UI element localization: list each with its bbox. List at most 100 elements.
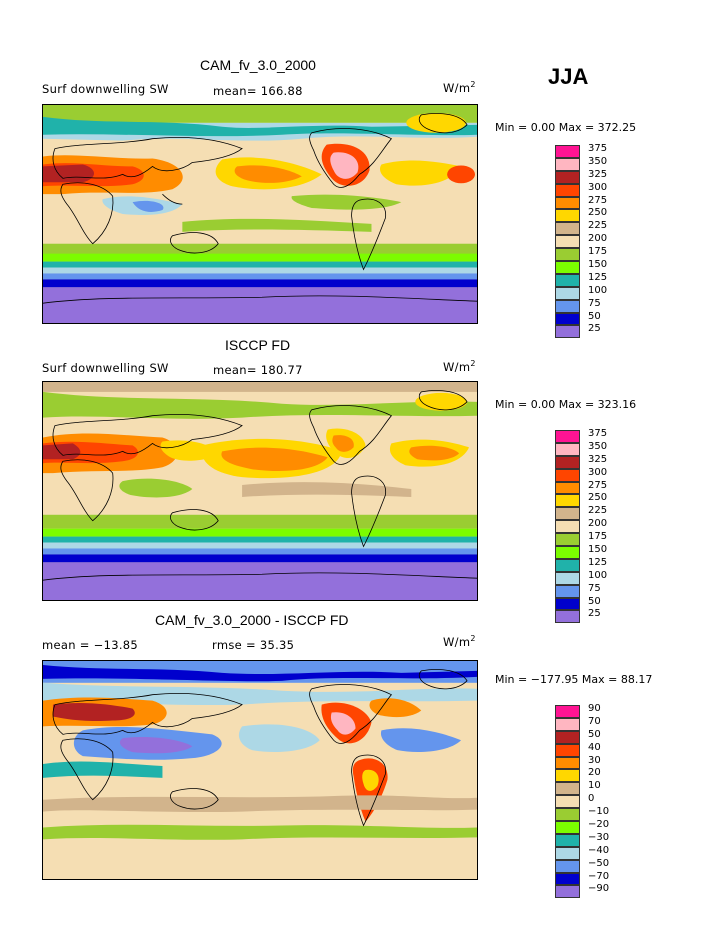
panel-1-colorbar-label: 200 bbox=[588, 233, 607, 244]
panel-1-colorbar-label: 350 bbox=[588, 156, 607, 167]
panel-3-colorbar-label: −70 bbox=[588, 871, 609, 882]
panel-3-colorbar-label: 70 bbox=[588, 716, 601, 727]
panel-3-colorbar-label: 20 bbox=[588, 767, 601, 778]
panel-2-title: ISCCP FD bbox=[225, 337, 290, 353]
panel-1-colorbar-label: 25 bbox=[588, 323, 601, 334]
panel-3-colorbar-swatch bbox=[555, 731, 580, 744]
panel-3-colorbar-label: 30 bbox=[588, 755, 601, 766]
panel-3-colorbar-swatch bbox=[555, 821, 580, 834]
panel-1-colorbar-label: 150 bbox=[588, 259, 607, 270]
panel-2-colorbar-swatch bbox=[555, 585, 580, 598]
panel-2-colorbar-label: 50 bbox=[588, 596, 601, 607]
panel-3-colorbar-swatch bbox=[555, 705, 580, 718]
panel-1-colorbar-swatch bbox=[555, 184, 580, 197]
panel-1-colorbar-swatch bbox=[555, 325, 580, 338]
panel-3-colorbar-swatch bbox=[555, 769, 580, 782]
panel-3-colorbar-label: 90 bbox=[588, 703, 601, 714]
panel-2-colorbar-swatch bbox=[555, 469, 580, 482]
panel-3-colorbar-swatch bbox=[555, 860, 580, 873]
panel-3-map bbox=[42, 660, 478, 880]
panel-1-colorbar-label: 175 bbox=[588, 246, 607, 257]
panel-2-colorbar-label: 325 bbox=[588, 454, 607, 465]
panel-3-minmax: Min = −177.95 Max = 88.17 bbox=[495, 673, 652, 686]
panel-1-colorbar-label: 275 bbox=[588, 195, 607, 206]
panel-2-variable-label: Surf downwelling SW bbox=[42, 361, 169, 375]
panel-3-colorbar-label: 40 bbox=[588, 742, 601, 753]
panel-2-units: W/m2 bbox=[443, 359, 476, 374]
panel-3-colorbar-label: −90 bbox=[588, 883, 609, 894]
panel-2-colorbar-swatch bbox=[555, 520, 580, 533]
panel-2-colorbar-label: 275 bbox=[588, 480, 607, 491]
panel-1-colorbar-swatch bbox=[555, 158, 580, 171]
panel-3-colorbar-swatch bbox=[555, 757, 580, 770]
panel-1-colorbar-label: 50 bbox=[588, 311, 601, 322]
panel-2-colorbar-label: 100 bbox=[588, 570, 607, 581]
panel-1-colorbar-label: 375 bbox=[588, 143, 607, 154]
panel-3-title: CAM_fv_3.0_2000 - ISCCP FD bbox=[155, 612, 349, 628]
panel-1-colorbar-label: 300 bbox=[588, 182, 607, 193]
panel-3-colorbar-label: 10 bbox=[588, 780, 601, 791]
panel-3-colorbar-swatch bbox=[555, 718, 580, 731]
panel-2-colorbar-label: 150 bbox=[588, 544, 607, 555]
panel-3-colorbar-swatch bbox=[555, 808, 580, 821]
panel-1-colorbar-swatch bbox=[555, 248, 580, 261]
panel-2-colorbar-swatch bbox=[555, 494, 580, 507]
panel-1-mean-label: mean= 166.88 bbox=[213, 84, 303, 98]
panel-2-colorbar-swatch bbox=[555, 572, 580, 585]
panel-3-colorbar-label: 50 bbox=[588, 729, 601, 740]
panel-2-colorbar-label: 75 bbox=[588, 583, 601, 594]
panel-1-colorbar-label: 250 bbox=[588, 207, 607, 218]
panel-1-minmax: Min = 0.00 Max = 372.25 bbox=[495, 121, 636, 134]
panel-1-colorbar-swatch bbox=[555, 235, 580, 248]
panel-2-colorbar-label: 300 bbox=[588, 467, 607, 478]
panel-3-colorbar-swatch bbox=[555, 744, 580, 757]
panel-2-colorbar-label: 375 bbox=[588, 428, 607, 439]
panel-1-colorbar-swatch bbox=[555, 261, 580, 274]
panel-3-colorbar-label: −50 bbox=[588, 858, 609, 869]
panel-3-mean-label: mean = −13.85 bbox=[42, 638, 138, 652]
panel-2-minmax: Min = 0.00 Max = 323.16 bbox=[495, 398, 636, 411]
panel-1-colorbar-swatch bbox=[555, 209, 580, 222]
panel-2-colorbar-label: 25 bbox=[588, 608, 601, 619]
panel-2-colorbar-swatch bbox=[555, 598, 580, 611]
panel-3-colorbar-swatch bbox=[555, 873, 580, 886]
panel-1-units: W/m2 bbox=[443, 80, 476, 95]
panel-3-colorbar-swatch bbox=[555, 834, 580, 847]
panel-2-colorbar-swatch bbox=[555, 559, 580, 572]
panel-3-colorbar-swatch bbox=[555, 782, 580, 795]
panel-2-map bbox=[42, 381, 478, 601]
panel-2-colorbar-swatch bbox=[555, 546, 580, 559]
panel-2-colorbar-label: 175 bbox=[588, 531, 607, 542]
panel-2-colorbar-label: 225 bbox=[588, 505, 607, 516]
panel-1-colorbar-label: 75 bbox=[588, 298, 601, 309]
panel-1-colorbar-swatch bbox=[555, 222, 580, 235]
panel-1-map bbox=[42, 104, 478, 324]
panel-2-mean-label: mean= 180.77 bbox=[213, 363, 303, 377]
panel-2-colorbar-label: 125 bbox=[588, 557, 607, 568]
panel-2-colorbar-label: 350 bbox=[588, 441, 607, 452]
panel-3-colorbar-label: −40 bbox=[588, 845, 609, 856]
panel-2-colorbar-label: 250 bbox=[588, 492, 607, 503]
panel-3-rmse-label: rmse = 35.35 bbox=[212, 638, 294, 652]
panel-3-colorbar-swatch bbox=[555, 795, 580, 808]
panel-2-colorbar-swatch bbox=[555, 482, 580, 495]
panel-2-colorbar-swatch bbox=[555, 443, 580, 456]
panel-1-colorbar-label: 225 bbox=[588, 220, 607, 231]
panel-3-colorbar-swatch bbox=[555, 885, 580, 898]
panel-1-colorbar-swatch bbox=[555, 145, 580, 158]
panel-2-colorbar-swatch bbox=[555, 533, 580, 546]
panel-3-colorbar-swatch bbox=[555, 847, 580, 860]
panel-1-colorbar-label: 325 bbox=[588, 169, 607, 180]
panel-2-colorbar-swatch bbox=[555, 456, 580, 469]
panel-3-colorbar-label: 0 bbox=[588, 793, 594, 804]
panel-1-colorbar-swatch bbox=[555, 171, 580, 184]
season-label: JJA bbox=[548, 64, 588, 90]
panel-1-variable-label: Surf downwelling SW bbox=[42, 82, 169, 96]
panel-1-colorbar-swatch bbox=[555, 197, 580, 210]
panel-1-colorbar-swatch bbox=[555, 300, 580, 313]
panel-2-colorbar-swatch bbox=[555, 610, 580, 623]
panel-1-title: CAM_fv_3.0_2000 bbox=[200, 57, 316, 73]
panel-3-colorbar-label: −20 bbox=[588, 819, 609, 830]
panel-2-colorbar-swatch bbox=[555, 430, 580, 443]
panel-2-colorbar-label: 200 bbox=[588, 518, 607, 529]
